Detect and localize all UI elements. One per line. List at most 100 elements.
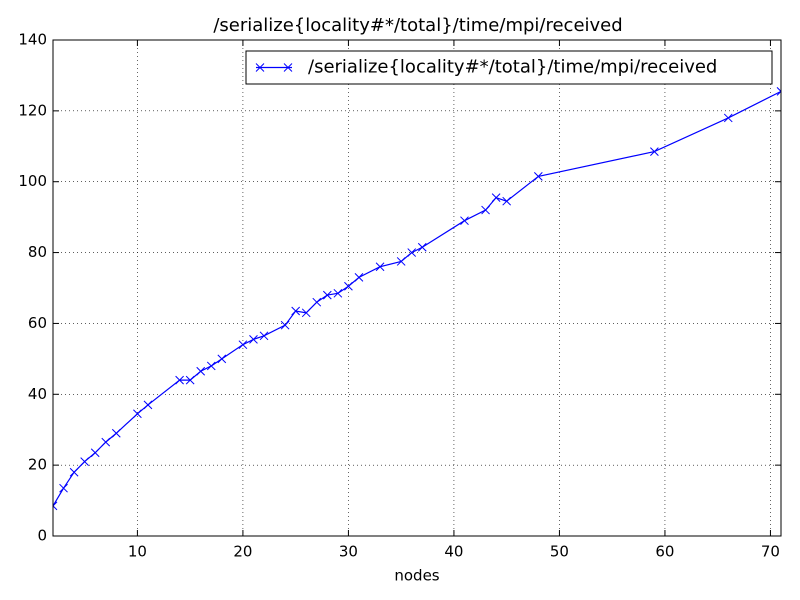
marker (238, 340, 248, 350)
marker (133, 409, 142, 419)
marker-stroke (249, 335, 258, 344)
marker (90, 448, 100, 458)
marker (502, 196, 512, 206)
x-tick-label: 40 (444, 543, 463, 561)
marker (291, 306, 301, 316)
marker-stroke (206, 361, 216, 371)
marker-stroke (312, 297, 322, 307)
marker-stroke (650, 147, 659, 156)
marker-stroke (255, 63, 265, 72)
y-tick-label: 140 (18, 31, 47, 49)
marker (322, 290, 332, 300)
marker (101, 437, 111, 447)
marker-stroke (375, 262, 385, 272)
marker (280, 320, 290, 330)
marker (375, 262, 385, 272)
marker-stroke (196, 366, 206, 376)
series (53, 87, 781, 511)
marker-stroke (143, 400, 153, 410)
marker (333, 288, 343, 298)
marker (650, 147, 659, 156)
marker-stroke (175, 375, 184, 385)
marker (69, 467, 79, 477)
marker (206, 361, 216, 371)
marker-stroke (280, 320, 290, 330)
marker-stroke (291, 306, 301, 316)
y-tick-label: 120 (18, 101, 47, 119)
marker (111, 428, 121, 438)
x-tick-label: 70 (761, 543, 780, 561)
marker (249, 335, 258, 344)
marker-stroke (502, 196, 512, 206)
legend: /serialize{locality#*/total}/time/mpi/re… (245, 50, 773, 85)
marker (723, 113, 733, 123)
marker-stroke (90, 448, 100, 458)
marker-stroke (344, 281, 353, 291)
marker (533, 172, 543, 181)
marker (312, 297, 322, 307)
y-tick-label: 80 (28, 243, 47, 261)
marker-stroke (111, 428, 121, 438)
marker-stroke (407, 248, 417, 257)
marker (185, 375, 195, 385)
marker (175, 375, 184, 385)
marker (259, 331, 269, 341)
marker-stroke (53, 501, 58, 507)
marker-stroke (776, 87, 781, 93)
marker (344, 281, 353, 291)
marker-stroke (59, 483, 68, 493)
marker-stroke (354, 273, 364, 282)
plot-frame (52, 39, 782, 537)
x-tick-label: 60 (655, 543, 674, 561)
marker (143, 400, 153, 410)
y-tick-label: 40 (28, 385, 47, 403)
legend-label: /serialize{locality#*/total}/time/mpi/re… (308, 57, 717, 78)
x-tick-label: 50 (550, 543, 569, 561)
marker-stroke (238, 340, 248, 350)
marker-stroke (776, 90, 781, 96)
marker-stroke (283, 63, 293, 72)
y-tick-label: 60 (28, 314, 47, 332)
marker-stroke (460, 216, 469, 226)
marker-stroke (133, 409, 142, 419)
marker-stroke (217, 354, 227, 364)
x-tick-label: 10 (128, 543, 147, 561)
y-tick-label: 0 (37, 527, 47, 545)
chart-title: /serialize{locality#*/total}/time/mpi/re… (213, 15, 622, 36)
y-tick-label: 100 (18, 172, 47, 190)
marker (80, 457, 90, 466)
marker-stroke (533, 172, 543, 181)
marker (53, 501, 58, 511)
marker-stroke (301, 308, 311, 318)
marker-stroke (185, 375, 195, 385)
x-axis-label: nodes (394, 567, 439, 585)
y-tick-label: 20 (28, 456, 47, 474)
marker (196, 366, 206, 376)
marker-stroke (80, 457, 90, 466)
marker (301, 308, 311, 318)
marker (217, 354, 227, 364)
marker-stroke (53, 505, 58, 511)
x-tick-label: 20 (233, 543, 252, 561)
marker (283, 63, 293, 72)
marker-stroke (723, 113, 733, 123)
line (53, 90, 781, 507)
marker (255, 63, 265, 72)
marker-stroke (322, 290, 332, 300)
marker-stroke (481, 205, 490, 215)
marker (354, 273, 364, 282)
marker-stroke (101, 437, 111, 447)
marker-stroke (417, 242, 427, 252)
marker (460, 216, 469, 226)
marker-stroke (396, 257, 406, 266)
marker (417, 242, 427, 252)
marker (59, 483, 68, 493)
marker-stroke (491, 193, 501, 203)
x-tick-label: 30 (339, 543, 358, 561)
marker (491, 193, 501, 203)
marker-stroke (333, 288, 343, 298)
marker (396, 257, 406, 266)
marker-stroke (259, 331, 269, 341)
marker (776, 87, 781, 96)
